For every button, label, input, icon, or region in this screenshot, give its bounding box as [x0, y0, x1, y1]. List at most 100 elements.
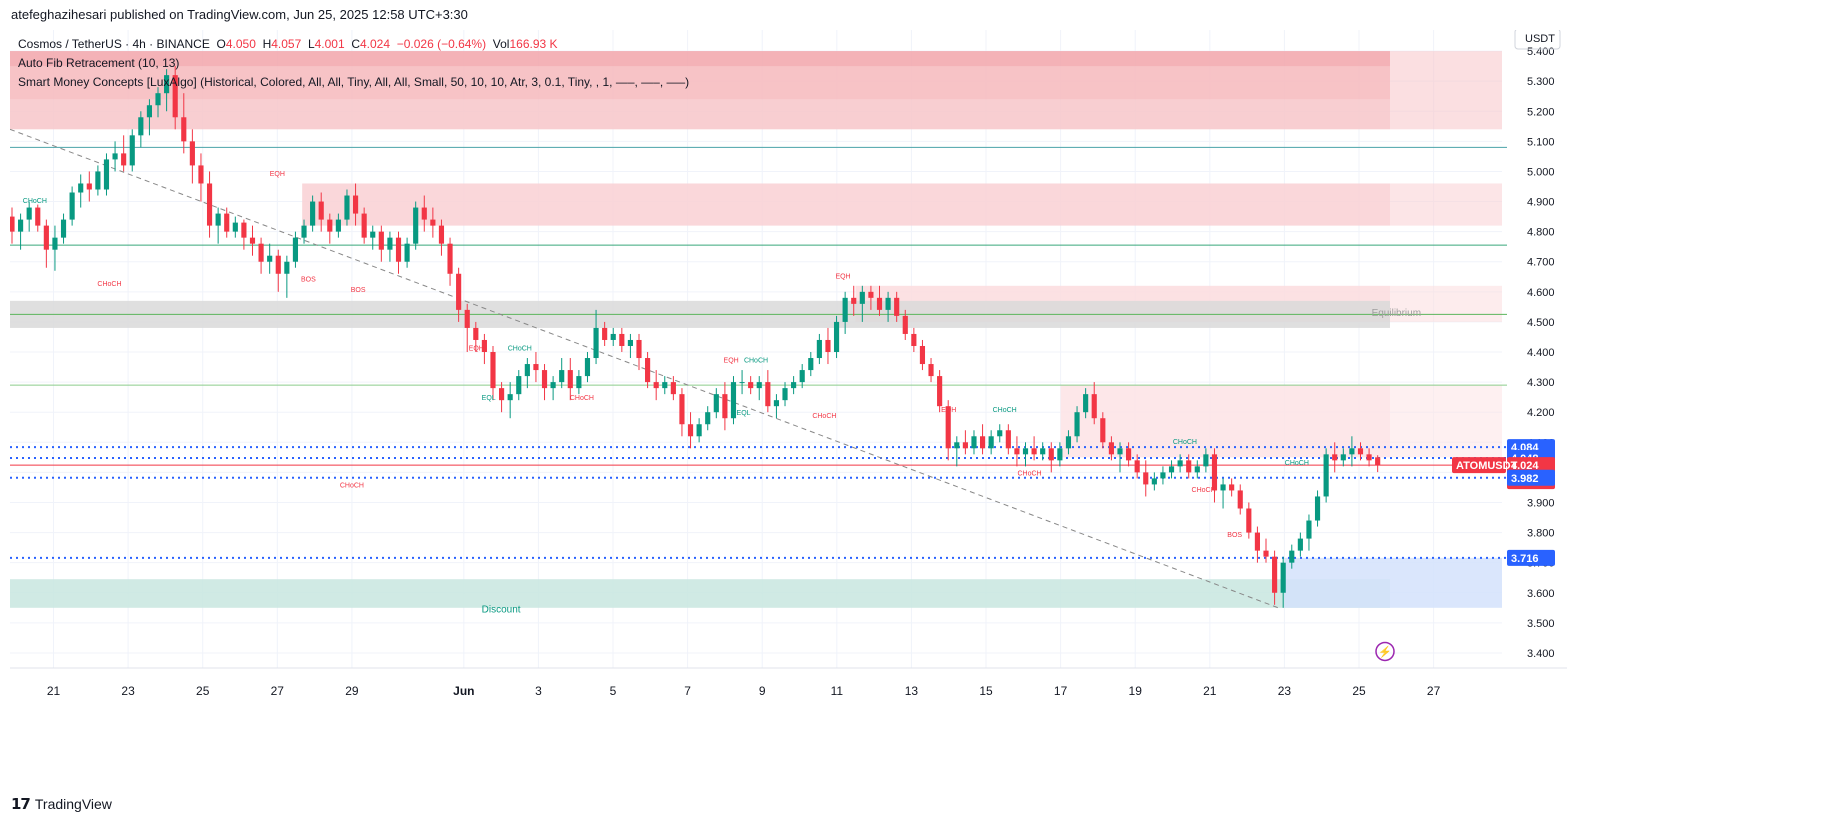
legend-close: 4.024 — [360, 37, 391, 51]
candle-body — [911, 333, 917, 346]
candle-body — [60, 219, 67, 238]
candle-body — [533, 364, 539, 371]
candle-body — [1048, 448, 1054, 461]
candle-body — [954, 442, 960, 449]
candle-body — [645, 358, 651, 383]
candle-body — [550, 382, 556, 389]
annotation-label: CHoCH — [1285, 460, 1309, 467]
zone-supply-extension — [1390, 183, 1502, 226]
candle-body — [490, 352, 496, 389]
x-tick-label: Jun — [453, 684, 474, 698]
candle-body — [1057, 448, 1063, 461]
annotation-label: CHoCH — [744, 358, 768, 365]
candle-body — [1263, 550, 1269, 557]
candle-body — [962, 442, 968, 449]
y-tick-label: 5.100 — [1527, 136, 1555, 148]
candle-body — [1246, 508, 1252, 533]
y-tick-label: 4.800 — [1527, 227, 1555, 239]
candle-body — [215, 213, 221, 226]
annotation-label: EQH — [469, 346, 484, 353]
annotation-label: CHoCH — [97, 281, 121, 288]
candle-body — [224, 213, 230, 232]
x-tick-label: 21 — [1203, 684, 1217, 698]
candle-body — [662, 382, 668, 389]
candle-body — [18, 219, 24, 232]
candle-body — [1366, 454, 1372, 461]
candle-body — [121, 153, 127, 166]
candle-body — [1186, 460, 1192, 473]
zones — [10, 51, 1502, 608]
x-tick-label: 5 — [610, 684, 617, 698]
candle-body — [782, 388, 788, 401]
candle-body — [799, 370, 805, 383]
candle-body — [524, 364, 530, 377]
currency-label: USDT — [1525, 33, 1555, 45]
candle-body — [284, 261, 290, 274]
candle-body — [206, 183, 213, 226]
candle-body — [507, 394, 513, 401]
candle-body — [919, 345, 926, 365]
candle-body — [1297, 538, 1303, 551]
candle-body — [241, 222, 247, 238]
annotation-label: CHoCH — [570, 395, 594, 402]
candle-body — [1332, 454, 1338, 461]
candle-body — [1306, 520, 1312, 539]
legend-symbol[interactable]: Cosmos / TetherUS · 4h · BINANCE — [18, 37, 210, 51]
annotation-label: EQH — [941, 407, 956, 414]
candle-body — [155, 93, 161, 106]
indicator-smc[interactable]: Smart Money Concepts [LuxAlgo] (Historic… — [18, 75, 690, 89]
annotation-label: CHoCH — [340, 482, 364, 489]
candle-body — [1031, 448, 1037, 455]
indicator-fib[interactable]: Auto Fib Retracement (10, 13) — [18, 56, 180, 70]
price-chart[interactable]: EquilibriumDiscountCHoCHCHoCHEQHBOSBOSCH… — [9, 28, 1825, 786]
candle-body — [1203, 454, 1209, 467]
legend-change: −0.026 (−0.64%) — [396, 37, 487, 51]
candle-body — [1108, 442, 1114, 455]
candle-body — [1014, 448, 1020, 455]
x-tick-label: 25 — [1352, 684, 1366, 698]
annotation-label: EQL — [482, 395, 496, 402]
candle-body — [1005, 430, 1011, 449]
candle-body — [842, 297, 848, 322]
candle-body — [275, 255, 281, 274]
candle-body — [541, 370, 548, 389]
candle-body — [413, 207, 419, 244]
candle-body — [988, 436, 994, 449]
candle-body — [430, 219, 436, 226]
price-tag-label: 3.716 — [1511, 553, 1539, 565]
candle-body — [172, 75, 178, 118]
candle-body — [43, 225, 49, 250]
candle-body — [138, 117, 144, 136]
price-tag — [1507, 549, 1555, 566]
x-tick-label: 23 — [121, 684, 135, 698]
annotation-label: CHoCH — [1017, 470, 1041, 477]
zone-supply2-extension — [1390, 285, 1502, 322]
y-tick-label: 4.900 — [1527, 197, 1555, 209]
candle-body — [765, 382, 771, 407]
candle-body — [1357, 448, 1364, 455]
price-tag-label: ATOMUSDT — [1456, 460, 1518, 472]
chart-frame[interactable]: Equilibrium Discount CHoCH CHoCH EQH BOS BOS CH… — [9, 28, 1825, 786]
candle-body — [1254, 532, 1260, 551]
price-labels: 4.0844.0484.024ATOMUSDT02:31:203.9823.71… — [1452, 439, 1555, 566]
candle-body — [593, 327, 599, 359]
candle-body — [35, 207, 41, 226]
candle-body — [894, 297, 900, 316]
chart-legend: Cosmos / TetherUS · 4h · BINANCE O4.050 … — [18, 35, 689, 92]
x-tick-label: 11 — [831, 684, 844, 698]
zone-upper-red-zone — [10, 66, 1390, 130]
candle-body — [1323, 454, 1329, 497]
candle-body — [859, 291, 865, 304]
annotation-label: CHoCH — [993, 407, 1017, 414]
tradingview-logo[interactable]: 𝟭𝟳 TradingView — [11, 795, 112, 813]
candle-body — [292, 237, 299, 262]
legend-high: 4.057 — [271, 37, 302, 51]
x-tick-label: 23 — [1278, 684, 1292, 698]
publisher-line: atefeghazihesari published on TradingVie… — [11, 7, 468, 22]
candle-body — [1229, 484, 1235, 491]
candle-body — [1134, 460, 1140, 473]
candle-body — [687, 424, 694, 437]
annotation-label: CHoCH — [1173, 439, 1197, 446]
y-tick-label: 4.300 — [1527, 377, 1555, 389]
candle-body — [876, 297, 883, 310]
